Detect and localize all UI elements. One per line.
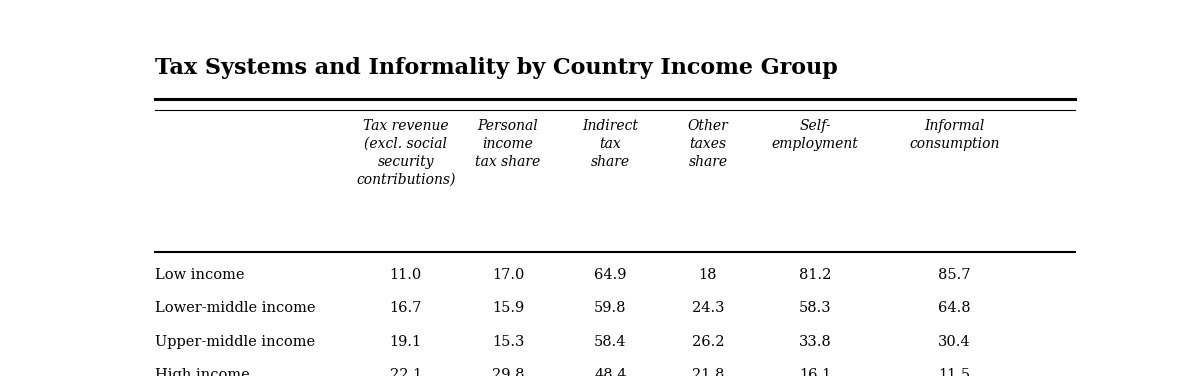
Text: 64.9: 64.9	[594, 268, 626, 282]
Text: 18: 18	[698, 268, 718, 282]
Text: 16.1: 16.1	[799, 368, 832, 376]
Text: 26.2: 26.2	[691, 335, 725, 349]
Text: 64.8: 64.8	[938, 301, 971, 315]
Text: 81.2: 81.2	[799, 268, 832, 282]
Text: 58.3: 58.3	[799, 301, 832, 315]
Text: 21.8: 21.8	[692, 368, 724, 376]
Text: 11.0: 11.0	[390, 268, 422, 282]
Text: 33.8: 33.8	[798, 335, 832, 349]
Text: 19.1: 19.1	[390, 335, 422, 349]
Text: 17.0: 17.0	[492, 268, 524, 282]
Text: 85.7: 85.7	[938, 268, 971, 282]
Text: Self-
employment: Self- employment	[772, 119, 858, 151]
Text: Tax revenue
(excl. social
security
contributions): Tax revenue (excl. social security contr…	[356, 119, 456, 186]
Text: Indirect
tax
share: Indirect tax share	[582, 119, 638, 169]
Text: Low income: Low income	[155, 268, 244, 282]
Text: Upper-middle income: Upper-middle income	[155, 335, 314, 349]
Text: 15.9: 15.9	[492, 301, 524, 315]
Text: 48.4: 48.4	[594, 368, 626, 376]
Text: 16.7: 16.7	[390, 301, 422, 315]
Text: 58.4: 58.4	[594, 335, 626, 349]
Text: High income: High income	[155, 368, 250, 376]
Text: 30.4: 30.4	[938, 335, 971, 349]
Text: 24.3: 24.3	[691, 301, 725, 315]
Text: Personal
income
tax share: Personal income tax share	[475, 119, 541, 169]
Text: Lower-middle income: Lower-middle income	[155, 301, 316, 315]
Text: Other
taxes
share: Other taxes share	[688, 119, 728, 169]
Text: Tax Systems and Informality by Country Income Group: Tax Systems and Informality by Country I…	[155, 57, 838, 79]
Text: 29.8: 29.8	[492, 368, 524, 376]
Text: 11.5: 11.5	[938, 368, 971, 376]
Text: 59.8: 59.8	[594, 301, 626, 315]
Text: 15.3: 15.3	[492, 335, 524, 349]
Text: Informal
consumption: Informal consumption	[910, 119, 1000, 151]
Text: 22.1: 22.1	[390, 368, 422, 376]
